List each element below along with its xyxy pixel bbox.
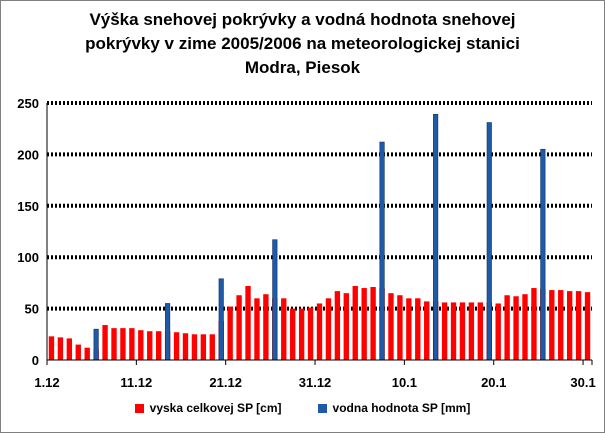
y-tick-label: 200 xyxy=(17,147,39,162)
bar-snow-height xyxy=(120,328,126,360)
bar-snow-height xyxy=(281,298,287,360)
bar-snow-height xyxy=(406,298,412,360)
bar-water-value xyxy=(93,328,99,361)
bar-snow-height xyxy=(352,285,358,360)
bar-snow-height xyxy=(397,295,403,360)
bar-snow-height xyxy=(245,285,251,360)
bar-snow-height xyxy=(531,288,537,360)
bar-snow-height xyxy=(549,290,555,360)
legend-item-water-value: vodna hodnota SP [mm] xyxy=(317,401,471,415)
bar-snow-height xyxy=(236,295,242,360)
bar-snow-height xyxy=(84,347,90,360)
bar-snow-height xyxy=(156,331,162,360)
x-tick-label: 20.1 xyxy=(481,375,506,390)
y-tick-label: 250 xyxy=(17,96,39,111)
chart-title-line-2: pokrývky v zime 2005/2006 na meteorologi… xyxy=(85,34,520,53)
bar-snow-height xyxy=(111,328,117,360)
bar-snow-height xyxy=(575,291,582,360)
x-tick-label: 10.1 xyxy=(392,375,417,390)
y-tick-label: 150 xyxy=(17,199,39,214)
bar-snow-height xyxy=(209,334,215,360)
y-tick-label: 0 xyxy=(32,353,39,368)
bar-snow-height xyxy=(361,288,367,360)
bar-snow-height xyxy=(343,293,349,360)
bar-water-value xyxy=(433,114,439,361)
bar-snow-height xyxy=(495,303,501,360)
bar-snow-height xyxy=(566,291,573,360)
bar-snow-height xyxy=(182,333,189,360)
chart-legend: vyska celkovej SP [cm] vodna hodnota SP … xyxy=(0,401,605,415)
bar-snow-height xyxy=(290,308,296,360)
chart-title-line-3: Modra, Piesok xyxy=(244,58,361,77)
legend-label-snow-height: vyska celkovej SP [cm] xyxy=(149,401,282,415)
bar-water-value xyxy=(272,239,278,361)
bar-snow-height xyxy=(584,292,591,360)
bar-snow-height xyxy=(138,330,144,360)
bar-snow-height xyxy=(513,296,519,360)
chart-title-line-1: Výška snehovej pokrývky a vodná hodnota … xyxy=(89,10,516,29)
bar-snow-height xyxy=(75,344,81,360)
bar-snow-height xyxy=(298,308,305,360)
bar-snow-height xyxy=(415,298,421,360)
bar-snow-height xyxy=(388,293,394,360)
legend-item-snow-height: vyska celkovej SP [cm] xyxy=(134,401,282,415)
bar-snow-height xyxy=(504,295,510,360)
bar-snow-height xyxy=(325,298,332,360)
legend-swatch-red xyxy=(134,403,144,413)
bar-snow-height xyxy=(200,334,207,360)
bar-snow-height xyxy=(191,334,198,360)
bar-snow-height xyxy=(370,287,376,360)
bar-snow-height xyxy=(48,336,55,360)
x-tick-label: 31.12 xyxy=(299,375,332,390)
x-tick-label: 21.12 xyxy=(209,375,242,390)
bar-snow-height xyxy=(424,301,430,360)
bar-snow-height xyxy=(316,303,323,360)
bar-snow-height xyxy=(147,331,153,360)
bar-snow-height xyxy=(307,307,314,360)
bar-snow-height xyxy=(254,298,260,360)
bar-snow-height xyxy=(459,302,466,360)
bar-snow-height xyxy=(129,328,135,360)
bar-snow-height xyxy=(522,294,528,360)
bar-snow-height xyxy=(441,302,448,360)
bar-water-value xyxy=(540,148,546,361)
y-tick-label: 50 xyxy=(25,302,39,317)
bar-snow-height xyxy=(66,338,73,360)
chart-title: Výška snehovej pokrývky a vodná hodnota … xyxy=(0,8,605,80)
legend-swatch-blue xyxy=(317,403,327,413)
bar-water-value xyxy=(165,303,171,361)
bar-water-value xyxy=(379,141,385,361)
bar-snow-height xyxy=(173,332,180,360)
bar-snow-height xyxy=(477,302,483,360)
bar-snow-height xyxy=(227,306,233,360)
x-tick-label: 11.12 xyxy=(120,375,152,390)
legend-label-water-value: vodna hodnota SP [mm] xyxy=(332,401,471,415)
bar-snow-height xyxy=(263,294,269,360)
bar-snow-height xyxy=(450,302,457,360)
bar-snow-height xyxy=(558,290,564,360)
x-tick-label: 1.12 xyxy=(34,375,59,390)
y-tick-label: 100 xyxy=(17,250,39,265)
bar-snow-height xyxy=(57,337,64,360)
bar-snow-height xyxy=(102,325,108,360)
bar-water-value xyxy=(486,122,492,361)
x-tick-label: 30.1 xyxy=(570,375,595,390)
bar-snow-height xyxy=(334,291,341,360)
bar-water-value xyxy=(218,278,224,361)
bar-snow-height xyxy=(468,302,475,360)
